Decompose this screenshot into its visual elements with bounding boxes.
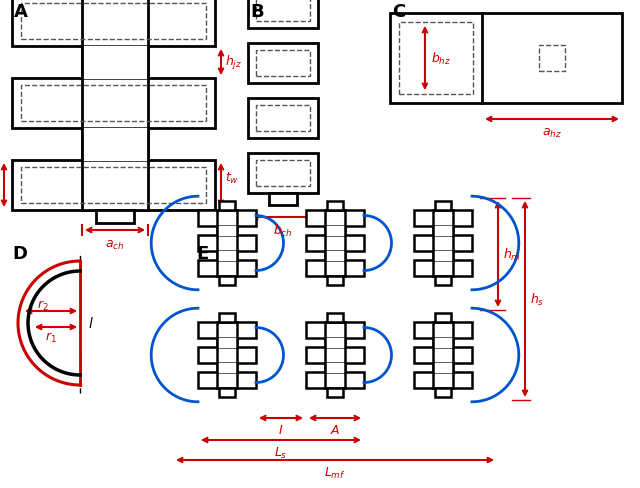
Text: $l$: $l$ xyxy=(88,316,94,331)
Text: $t_w$: $t_w$ xyxy=(225,170,239,185)
Bar xyxy=(218,323,237,388)
Bar xyxy=(248,44,318,84)
Bar xyxy=(269,194,297,205)
Text: C: C xyxy=(392,3,405,21)
Bar xyxy=(198,372,256,388)
Polygon shape xyxy=(433,251,452,261)
Bar xyxy=(198,323,256,338)
Bar xyxy=(433,323,452,388)
Bar xyxy=(435,313,451,323)
Bar xyxy=(414,236,472,251)
Bar xyxy=(219,276,235,285)
Bar xyxy=(435,388,451,397)
Bar xyxy=(435,276,451,285)
Bar xyxy=(218,210,237,276)
Text: $L_{mf}$: $L_{mf}$ xyxy=(324,465,346,480)
Bar xyxy=(327,388,343,397)
Bar xyxy=(12,0,215,47)
Text: $r_2$: $r_2$ xyxy=(37,298,49,312)
Bar xyxy=(435,202,451,210)
Polygon shape xyxy=(325,251,344,261)
Bar xyxy=(198,210,256,226)
Polygon shape xyxy=(218,338,237,347)
Bar xyxy=(306,347,364,363)
Bar xyxy=(12,79,215,129)
Bar xyxy=(219,202,235,210)
Text: $h_{jz}$: $h_{jz}$ xyxy=(225,54,242,72)
Polygon shape xyxy=(433,338,452,347)
Text: $a_{hz}$: $a_{hz}$ xyxy=(542,126,562,139)
Polygon shape xyxy=(433,226,452,236)
Polygon shape xyxy=(433,363,452,372)
Bar xyxy=(248,154,318,194)
Polygon shape xyxy=(325,338,344,347)
Bar xyxy=(198,347,256,363)
Bar xyxy=(96,210,134,224)
Bar xyxy=(248,99,318,139)
Bar xyxy=(414,347,472,363)
Bar xyxy=(306,323,364,338)
Bar xyxy=(306,372,364,388)
Text: $b_{ch}$: $b_{ch}$ xyxy=(273,223,293,239)
Text: $h_s$: $h_s$ xyxy=(530,291,544,307)
Bar xyxy=(327,276,343,285)
Text: $h_m$: $h_m$ xyxy=(503,246,521,263)
Bar xyxy=(433,210,452,276)
Polygon shape xyxy=(218,226,237,236)
Bar xyxy=(21,168,206,203)
Bar xyxy=(21,86,206,122)
Bar xyxy=(414,261,472,276)
Bar xyxy=(198,236,256,251)
Bar xyxy=(306,261,364,276)
Text: $I$: $I$ xyxy=(278,424,284,437)
Bar xyxy=(414,323,472,338)
Bar xyxy=(390,14,622,104)
Bar xyxy=(306,236,364,251)
Bar xyxy=(414,210,472,226)
Text: B: B xyxy=(250,3,264,21)
Text: $a_{ch}$: $a_{ch}$ xyxy=(106,238,125,251)
Bar xyxy=(21,4,206,40)
Polygon shape xyxy=(325,363,344,372)
Text: D: D xyxy=(12,244,27,263)
Bar xyxy=(198,261,256,276)
Text: $A$: $A$ xyxy=(330,424,340,437)
Bar xyxy=(325,323,344,388)
Bar xyxy=(82,0,148,210)
Bar xyxy=(256,0,310,22)
Polygon shape xyxy=(82,129,148,161)
Bar xyxy=(325,210,344,276)
Polygon shape xyxy=(218,363,237,372)
Bar xyxy=(256,51,310,77)
Bar xyxy=(327,202,343,210)
Text: A: A xyxy=(14,3,28,21)
Bar xyxy=(327,313,343,323)
Text: E: E xyxy=(196,244,208,263)
Text: $r_1$: $r_1$ xyxy=(45,330,58,345)
Bar xyxy=(12,161,215,210)
Polygon shape xyxy=(325,226,344,236)
Bar xyxy=(219,388,235,397)
Text: $b_{hz}$: $b_{hz}$ xyxy=(431,51,451,67)
Bar xyxy=(248,0,318,29)
Text: $L_s$: $L_s$ xyxy=(275,445,287,460)
Bar xyxy=(219,313,235,323)
Bar xyxy=(306,210,364,226)
Polygon shape xyxy=(82,47,148,79)
Bar xyxy=(256,161,310,186)
Bar xyxy=(539,46,565,72)
Bar xyxy=(256,106,310,132)
Polygon shape xyxy=(218,251,237,261)
Bar xyxy=(399,23,473,95)
Bar xyxy=(414,372,472,388)
